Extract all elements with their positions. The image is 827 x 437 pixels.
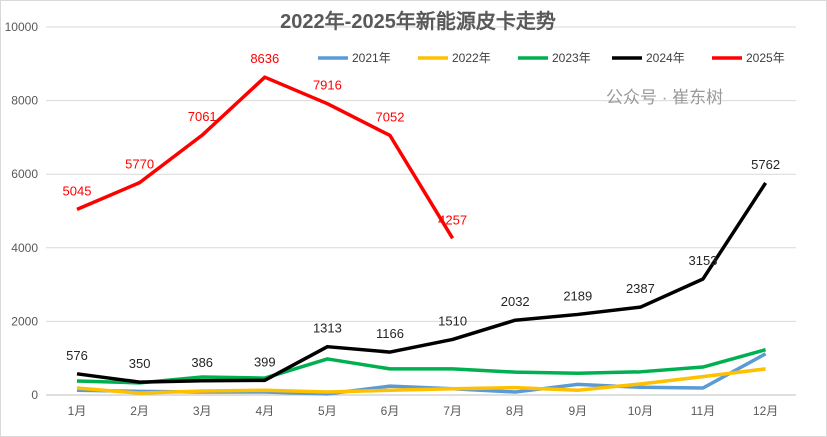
legend-label: 2022年	[452, 51, 491, 65]
legend-label: 2021年	[352, 51, 391, 65]
y-tick-label: 6000	[11, 167, 38, 181]
legend-label: 2025年	[746, 51, 785, 65]
watermark: 公众号 · 崔东树	[606, 88, 724, 107]
series-line-2024年	[76, 182, 768, 384]
y-tick-label: 10000	[5, 20, 39, 34]
data-label: 2032	[501, 294, 530, 309]
data-label: 2189	[563, 288, 592, 303]
series-line-2025年	[76, 75, 455, 240]
data-label: 7052	[376, 109, 405, 124]
y-tick-label: 2000	[11, 314, 38, 328]
x-tick-label: 11月	[691, 404, 715, 418]
y-tick-label: 4000	[11, 241, 38, 255]
data-label: 386	[191, 355, 213, 370]
x-tick-label: 3月	[193, 404, 212, 418]
x-tick-label: 7月	[443, 404, 462, 418]
data-label: 1313	[313, 321, 342, 336]
data-label: 4257	[438, 212, 467, 227]
data-label: 7061	[188, 109, 217, 124]
x-tick-label: 4月	[255, 404, 274, 418]
data-label: 3153	[689, 253, 718, 268]
series-line-2023年	[76, 348, 767, 385]
data-label: 7916	[313, 78, 342, 93]
chart-title: 2022年-2025年新能源皮卡走势	[280, 9, 556, 33]
x-tick-label: 10月	[628, 404, 653, 418]
x-tick-label: 1月	[68, 404, 87, 418]
legend-label: 2024年	[646, 51, 685, 65]
data-label: 5770	[125, 157, 154, 172]
y-tick-label: 0	[31, 388, 38, 402]
series-line-2022年	[76, 367, 766, 395]
x-tick-label: 9月	[568, 404, 587, 418]
data-label: 399	[254, 354, 276, 369]
data-label: 2387	[626, 281, 655, 296]
data-label: 8636	[250, 51, 279, 66]
x-tick-label: 12月	[753, 404, 778, 418]
data-label: 5762	[751, 157, 780, 172]
data-label: 5045	[63, 183, 92, 198]
x-tick-label: 8月	[506, 404, 525, 418]
y-tick-label: 8000	[11, 94, 38, 108]
x-tick-label: 2月	[130, 404, 149, 418]
legend-label: 2023年	[552, 51, 591, 65]
x-tick-label: 5月	[318, 404, 337, 418]
data-label: 576	[66, 348, 88, 363]
data-label: 1166	[376, 326, 404, 341]
data-label: 350	[129, 356, 151, 371]
x-tick-label: 6月	[381, 404, 400, 418]
data-label: 1510	[438, 313, 467, 328]
